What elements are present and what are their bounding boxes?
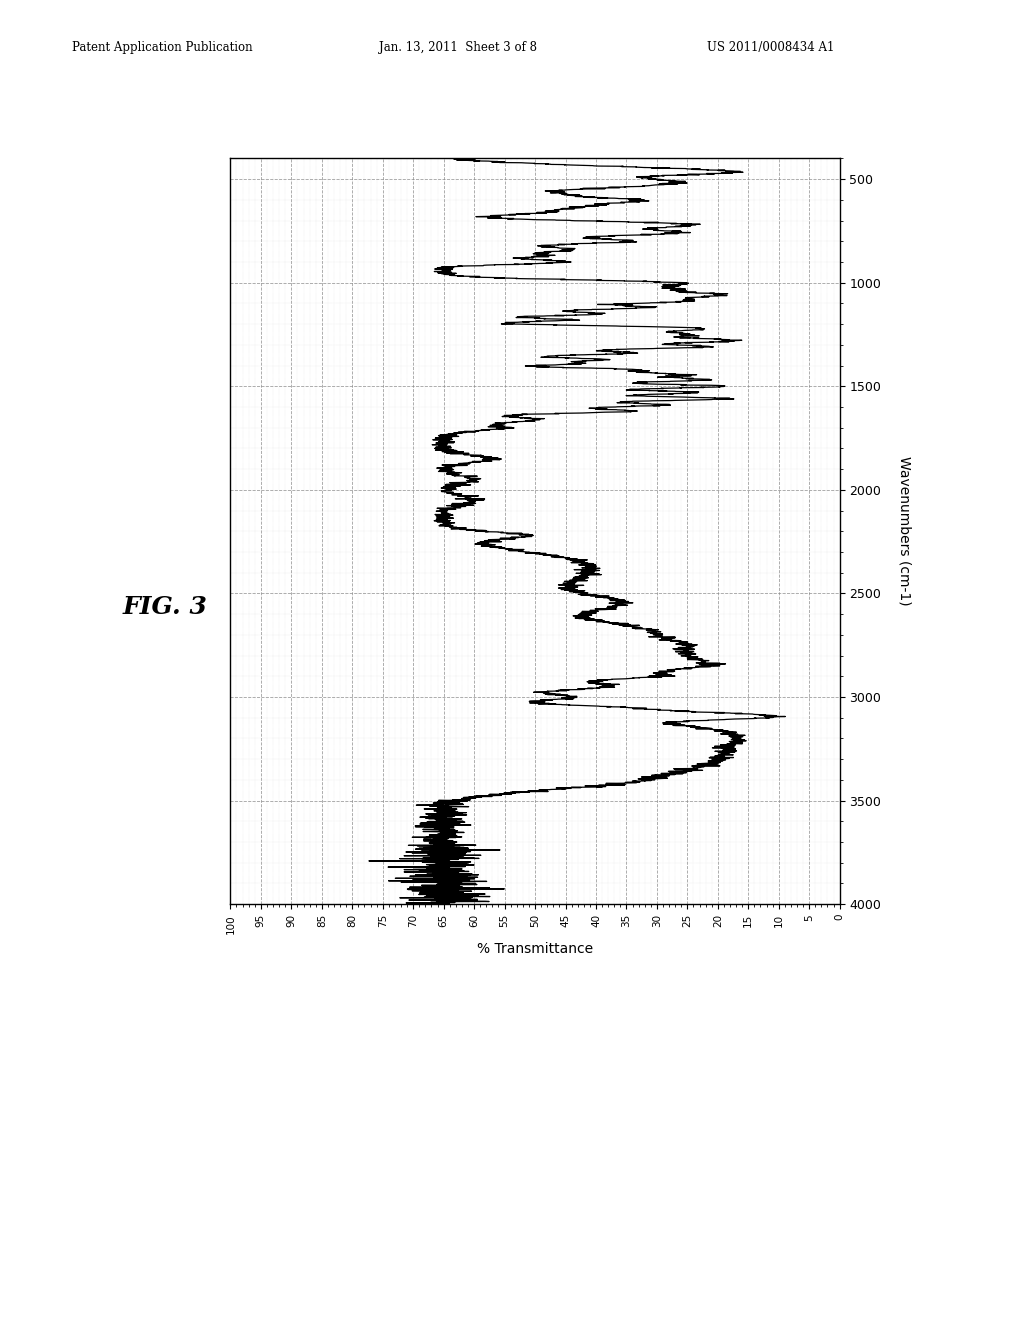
Text: FIG. 3: FIG. 3: [123, 595, 208, 619]
Text: Patent Application Publication: Patent Application Publication: [72, 41, 252, 54]
Y-axis label: Wavenumbers (cm-1): Wavenumbers (cm-1): [898, 457, 912, 606]
Text: US 2011/0008434 A1: US 2011/0008434 A1: [707, 41, 834, 54]
X-axis label: % Transmittance: % Transmittance: [477, 942, 593, 956]
Text: Jan. 13, 2011  Sheet 3 of 8: Jan. 13, 2011 Sheet 3 of 8: [379, 41, 537, 54]
